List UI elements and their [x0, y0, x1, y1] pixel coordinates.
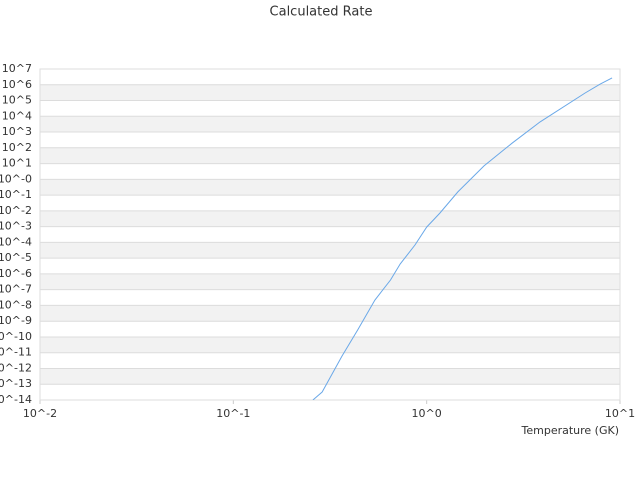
grid-band [40, 242, 620, 259]
x-tick-label: 10^-2 [23, 407, 57, 420]
x-axis-label: Temperature (GK) [521, 424, 620, 437]
y-tick-label: 10^-12 [0, 361, 32, 374]
y-tick-label: 10^-5 [0, 251, 32, 264]
y-tick-label: 10^4 [2, 109, 32, 122]
y-tick-label: 10^-4 [0, 235, 32, 248]
grid-band [40, 84, 620, 101]
y-tick-label: 10^-3 [0, 220, 32, 233]
grid-band [40, 336, 620, 353]
y-tick-label: 10^7 [2, 62, 32, 75]
y-tick-label: 10^-14 [0, 393, 32, 406]
y-tick-label: 10^-0 [0, 172, 32, 185]
y-tick-label: 10^5 [2, 94, 32, 107]
y-tick-label: 10^-6 [0, 267, 32, 280]
grid-band [40, 179, 620, 196]
y-tick-label: 10^3 [2, 125, 32, 138]
y-tick-label: 10^-9 [0, 314, 32, 327]
plot-frame [39, 68, 621, 401]
grid-band [40, 273, 620, 290]
y-tick-label: 10^2 [2, 141, 32, 154]
x-tick-label: 10^0 [412, 407, 442, 420]
grid-band [40, 305, 620, 322]
y-tick-label: 10^1 [2, 157, 32, 170]
x-tick-label: 10^1 [605, 407, 635, 420]
grid-band [40, 116, 620, 133]
y-tick-label: 10^-7 [0, 283, 32, 296]
chart-title: Calculated Rate [270, 5, 373, 20]
y-tick-label: 10^-2 [0, 204, 32, 217]
line-series [312, 77, 613, 400]
y-tick-label: 10^-10 [0, 330, 32, 343]
grid-band [40, 210, 620, 227]
grid-band [40, 147, 620, 164]
grid-band [40, 368, 620, 385]
y-tick-label: 10^-8 [0, 298, 32, 311]
y-tick-label: 10^-1 [0, 188, 32, 201]
y-tick-label: 10^-11 [0, 346, 32, 359]
x-tick-label: 10^-1 [216, 407, 250, 420]
y-tick-label: 10^6 [2, 78, 32, 91]
y-tick-label: 10^-13 [0, 377, 32, 390]
